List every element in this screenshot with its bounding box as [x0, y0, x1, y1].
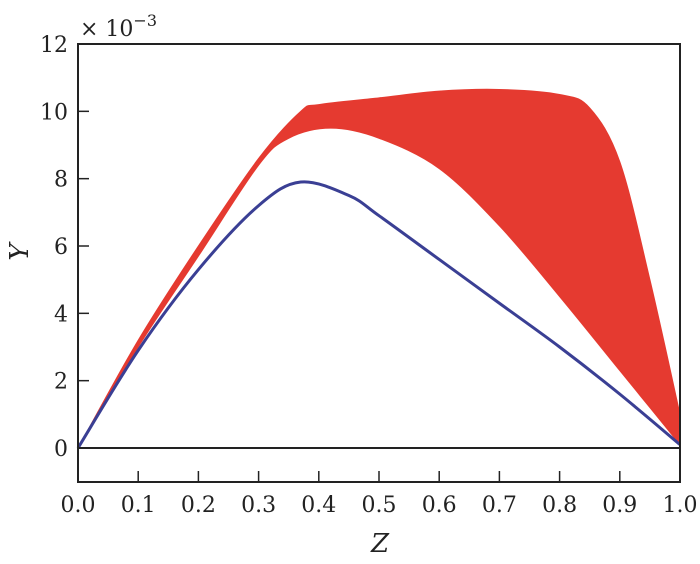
y-tick-labels: 0 2 4 6 8 10 12 — [40, 33, 68, 462]
y-scale-multiplier: × 10−3 — [80, 11, 157, 42]
y-tick-label: 4 — [54, 302, 68, 327]
x-tick-label: 0.3 — [241, 493, 276, 518]
y-tick-label: 0 — [54, 437, 68, 462]
x-tick-labels: 0.0 0.1 0.2 0.3 0.4 0.5 0.6 0.7 0.8 0.9 1.0 — [61, 493, 698, 518]
x-tick-label: 0.1 — [121, 493, 156, 518]
x-tick-label: 0.7 — [482, 493, 517, 518]
y-axis-label: Y — [5, 241, 35, 261]
y-tick-label: 12 — [40, 33, 68, 58]
x-tick-label: 0.6 — [422, 493, 457, 518]
plot-area — [76, 88, 681, 449]
y-tick-label: 8 — [54, 168, 68, 193]
x-tick-label: 0.9 — [602, 493, 637, 518]
x-tick-label: 0.2 — [181, 493, 216, 518]
x-tick-label: 0.0 — [61, 493, 96, 518]
x-axis-label: Z — [370, 529, 390, 559]
x-tick-label: 0.5 — [362, 493, 397, 518]
blue-curve — [76, 180, 681, 449]
x-tick-label: 0.8 — [542, 493, 577, 518]
x-tick-label: 0.4 — [301, 493, 336, 518]
y-tick-label: 6 — [54, 235, 68, 260]
y-tick-label: 10 — [40, 100, 68, 125]
axis-ticks — [78, 110, 621, 482]
red-band — [77, 88, 681, 449]
x-tick-label: 1.0 — [663, 493, 698, 518]
y-tick-label: 2 — [54, 370, 68, 395]
svg-text:× 10−3: × 10−3 — [80, 11, 157, 42]
